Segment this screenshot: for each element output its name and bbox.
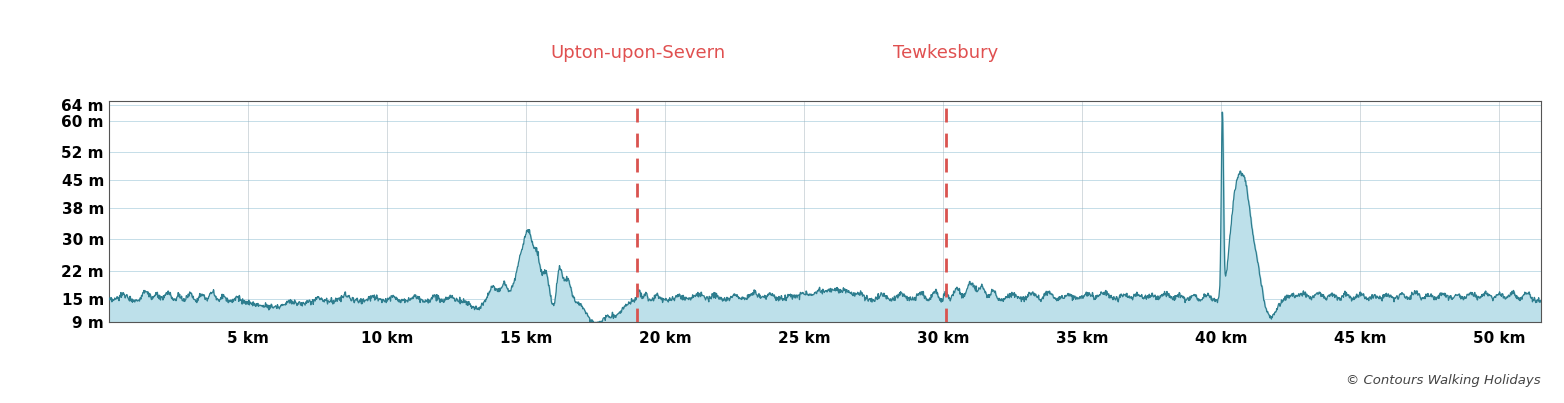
Text: Upton-upon-Severn: Upton-upon-Severn: [551, 44, 726, 62]
Text: Tewkesbury: Tewkesbury: [893, 44, 998, 62]
Text: © Contours Walking Holidays: © Contours Walking Holidays: [1347, 374, 1541, 387]
